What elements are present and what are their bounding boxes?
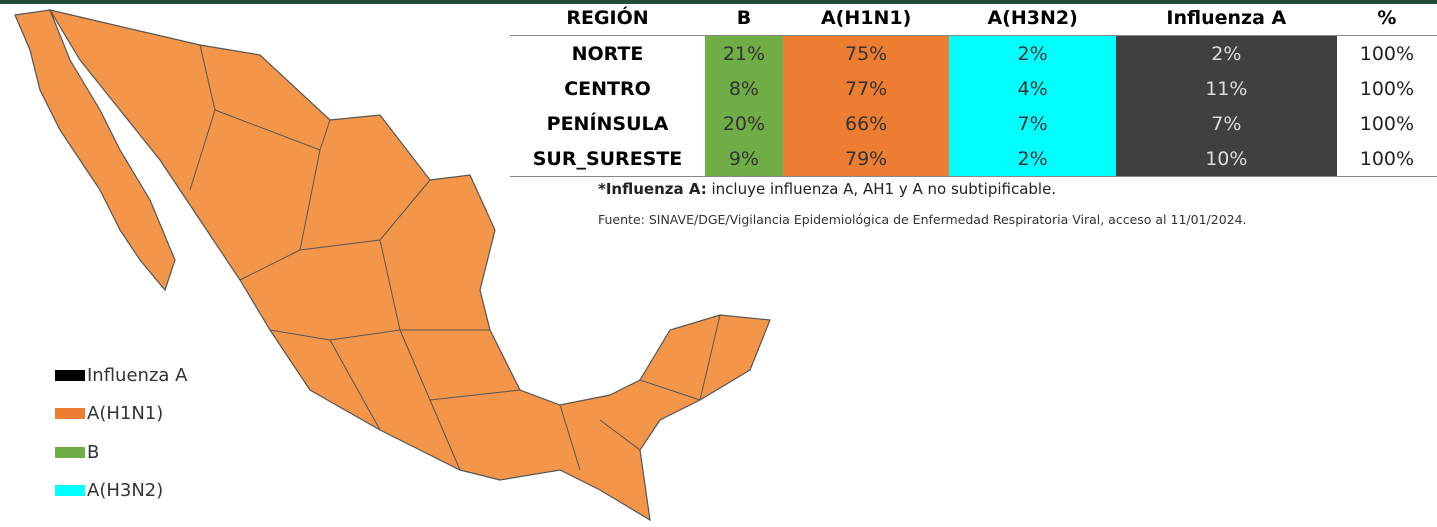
- table-cell: 100%: [1359, 42, 1415, 65]
- table-row: SUR_SURESTE 9% 79% 2% 10% 100%: [510, 141, 1437, 177]
- table-cell: 9%: [705, 141, 783, 177]
- legend-label: A(H1N1): [87, 403, 164, 425]
- legend-item: Influenza A: [55, 356, 187, 395]
- legend-item: A(H3N2): [55, 472, 187, 511]
- legend-swatch: [55, 369, 85, 381]
- table-cell: NORTE: [571, 42, 644, 65]
- table-cell: 21%: [705, 35, 783, 71]
- legend-label: B: [87, 441, 100, 463]
- header-row: REGIÓN B A(H1N1) A(H3N2) Influenza A%: [510, 0, 1437, 36]
- header-cell: A(H3N2): [949, 0, 1116, 36]
- table-cell: 2%: [949, 141, 1116, 177]
- table-cell: CENTRO: [564, 77, 651, 100]
- table-cell: 75%: [782, 35, 950, 71]
- table-cell: 100%: [1359, 77, 1415, 100]
- footnote: *Influenza A: incluye influenza A, AH1 y…: [598, 180, 1056, 198]
- table-row: PENÍNSULA 20% 66% 7% 7% 100%: [510, 106, 1437, 141]
- legend-item: B: [55, 433, 187, 472]
- legend-label: A(H3N2): [87, 480, 164, 502]
- table-cell: 7%: [949, 106, 1116, 141]
- header-cell: A(H1N1): [782, 0, 950, 36]
- table-cell: 2%: [1115, 35, 1337, 71]
- legend-label: Influenza A: [87, 364, 188, 386]
- legend-item: A(H1N1): [55, 395, 187, 434]
- table-cell: 10%: [1115, 141, 1337, 177]
- table-cell: 100%: [1359, 112, 1415, 135]
- data-table: REGIÓN B A(H1N1) A(H3N2) Influenza A% NORTE 2…: [510, 0, 1437, 177]
- table-cell: PENÍNSULA: [546, 112, 669, 135]
- table-cell: 4%: [949, 71, 1116, 106]
- table-cell: SUR_SURESTE: [510, 141, 705, 177]
- table-cell: 77%: [782, 71, 950, 106]
- table-cell: 66%: [782, 106, 950, 141]
- header-cell: B: [705, 0, 783, 36]
- legend-swatch: [55, 446, 85, 458]
- footnote-label: *Influenza A:: [598, 180, 707, 198]
- legend-swatch: [55, 485, 85, 497]
- footnote-text: incluye influenza A, AH1 y A no subtipif…: [711, 180, 1057, 198]
- table-cell: 79%: [782, 141, 950, 177]
- table-cell: 8%: [705, 71, 783, 106]
- table-cell: 11%: [1115, 71, 1337, 106]
- table-cell: 20%: [705, 106, 783, 141]
- mexico-map: [14, 9, 771, 522]
- source: Fuente: SINAVE/DGE/Vigilancia Epidemioló…: [598, 212, 1247, 227]
- table-cell: 7%: [1115, 106, 1337, 141]
- table-cell: 2%: [949, 35, 1116, 71]
- table-cell: 100%: [1336, 141, 1437, 177]
- header-cell: REGIÓN: [510, 0, 705, 36]
- legend: Influenza A A(H1N1) B A(H3N2): [55, 356, 187, 510]
- header-cell: %: [1336, 0, 1437, 36]
- header-cell: Influenza A: [1115, 0, 1337, 36]
- table-row: CENTRO 8% 77% 4% 11% 100%: [510, 71, 1437, 106]
- table-row: NORTE 21% 75% 2% 2% 100%: [510, 35, 1437, 71]
- legend-swatch: [55, 408, 85, 420]
